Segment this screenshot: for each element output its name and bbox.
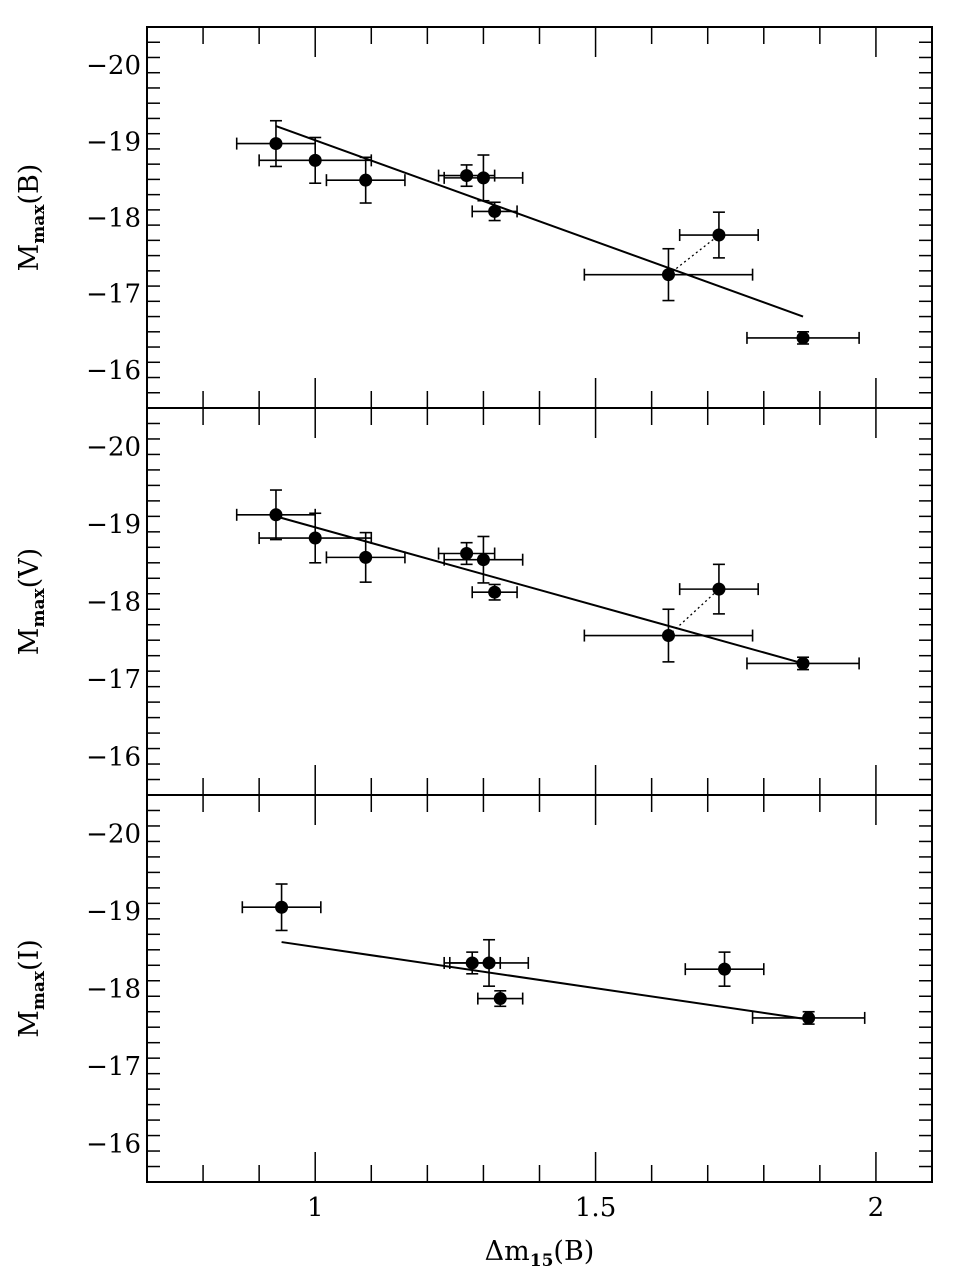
data-point-I <box>275 900 289 914</box>
data-point-V <box>712 582 726 596</box>
y-tick-label-V: −18 <box>86 588 141 618</box>
data-point-B <box>308 153 322 167</box>
data-point-I <box>718 962 732 976</box>
panel-frame-V <box>146 407 933 796</box>
y-tick-label-I: −20 <box>86 820 141 850</box>
data-point-B <box>359 173 373 187</box>
data-point-I <box>802 1011 816 1025</box>
x-tick-label: 1.5 <box>575 1193 616 1223</box>
data-point-V <box>488 585 502 599</box>
y-tick-label-V: −17 <box>86 665 141 695</box>
data-point-V <box>796 656 810 670</box>
y-tick-label-I: −19 <box>86 897 141 927</box>
y-tick-label-B: −20 <box>86 51 141 81</box>
dotted-link-V <box>668 588 720 637</box>
y-tick-label-I: −17 <box>86 1052 141 1082</box>
y-axis-label-I: Mmax(I) <box>14 939 49 1038</box>
data-point-B <box>488 204 502 218</box>
y-tick-label-I: −18 <box>86 975 141 1005</box>
data-point-V <box>359 550 373 564</box>
data-point-V <box>460 547 474 561</box>
y-tick-label-V: −20 <box>86 433 141 463</box>
data-point-V <box>308 531 322 545</box>
fit-line-V <box>275 515 804 665</box>
data-point-B <box>712 228 726 242</box>
data-point-B <box>476 171 490 185</box>
panel-frame-I <box>146 794 933 1183</box>
data-point-V <box>269 508 283 522</box>
y-tick-label-V: −19 <box>86 510 141 540</box>
y-axis-label-B: Mmax(B) <box>14 164 49 272</box>
fit-line-I <box>281 941 809 1021</box>
y-axis-label-V: Mmax(V) <box>14 548 49 655</box>
data-point-B <box>796 331 810 345</box>
data-point-B <box>661 268 675 282</box>
y-tick-label-B: −18 <box>86 204 141 234</box>
y-tick-label-V: −16 <box>86 742 141 772</box>
data-point-I <box>493 992 507 1006</box>
data-point-I <box>482 956 496 970</box>
x-tick-label: 1 <box>307 1193 324 1223</box>
y-tick-label-B: −16 <box>86 356 141 386</box>
data-point-V <box>661 629 675 643</box>
panel-frame-B <box>146 26 933 409</box>
data-point-V <box>476 553 490 567</box>
y-tick-label-I: −16 <box>86 1129 141 1159</box>
fit-line-B <box>275 125 804 318</box>
data-point-B <box>269 137 283 151</box>
dotted-link-B <box>668 234 720 276</box>
y-tick-label-B: −19 <box>86 127 141 157</box>
x-tick-label: 2 <box>868 1193 885 1223</box>
data-point-B <box>460 169 474 183</box>
y-tick-label-B: −17 <box>86 280 141 310</box>
x-axis-label: Δm15(B) <box>485 1236 595 1271</box>
